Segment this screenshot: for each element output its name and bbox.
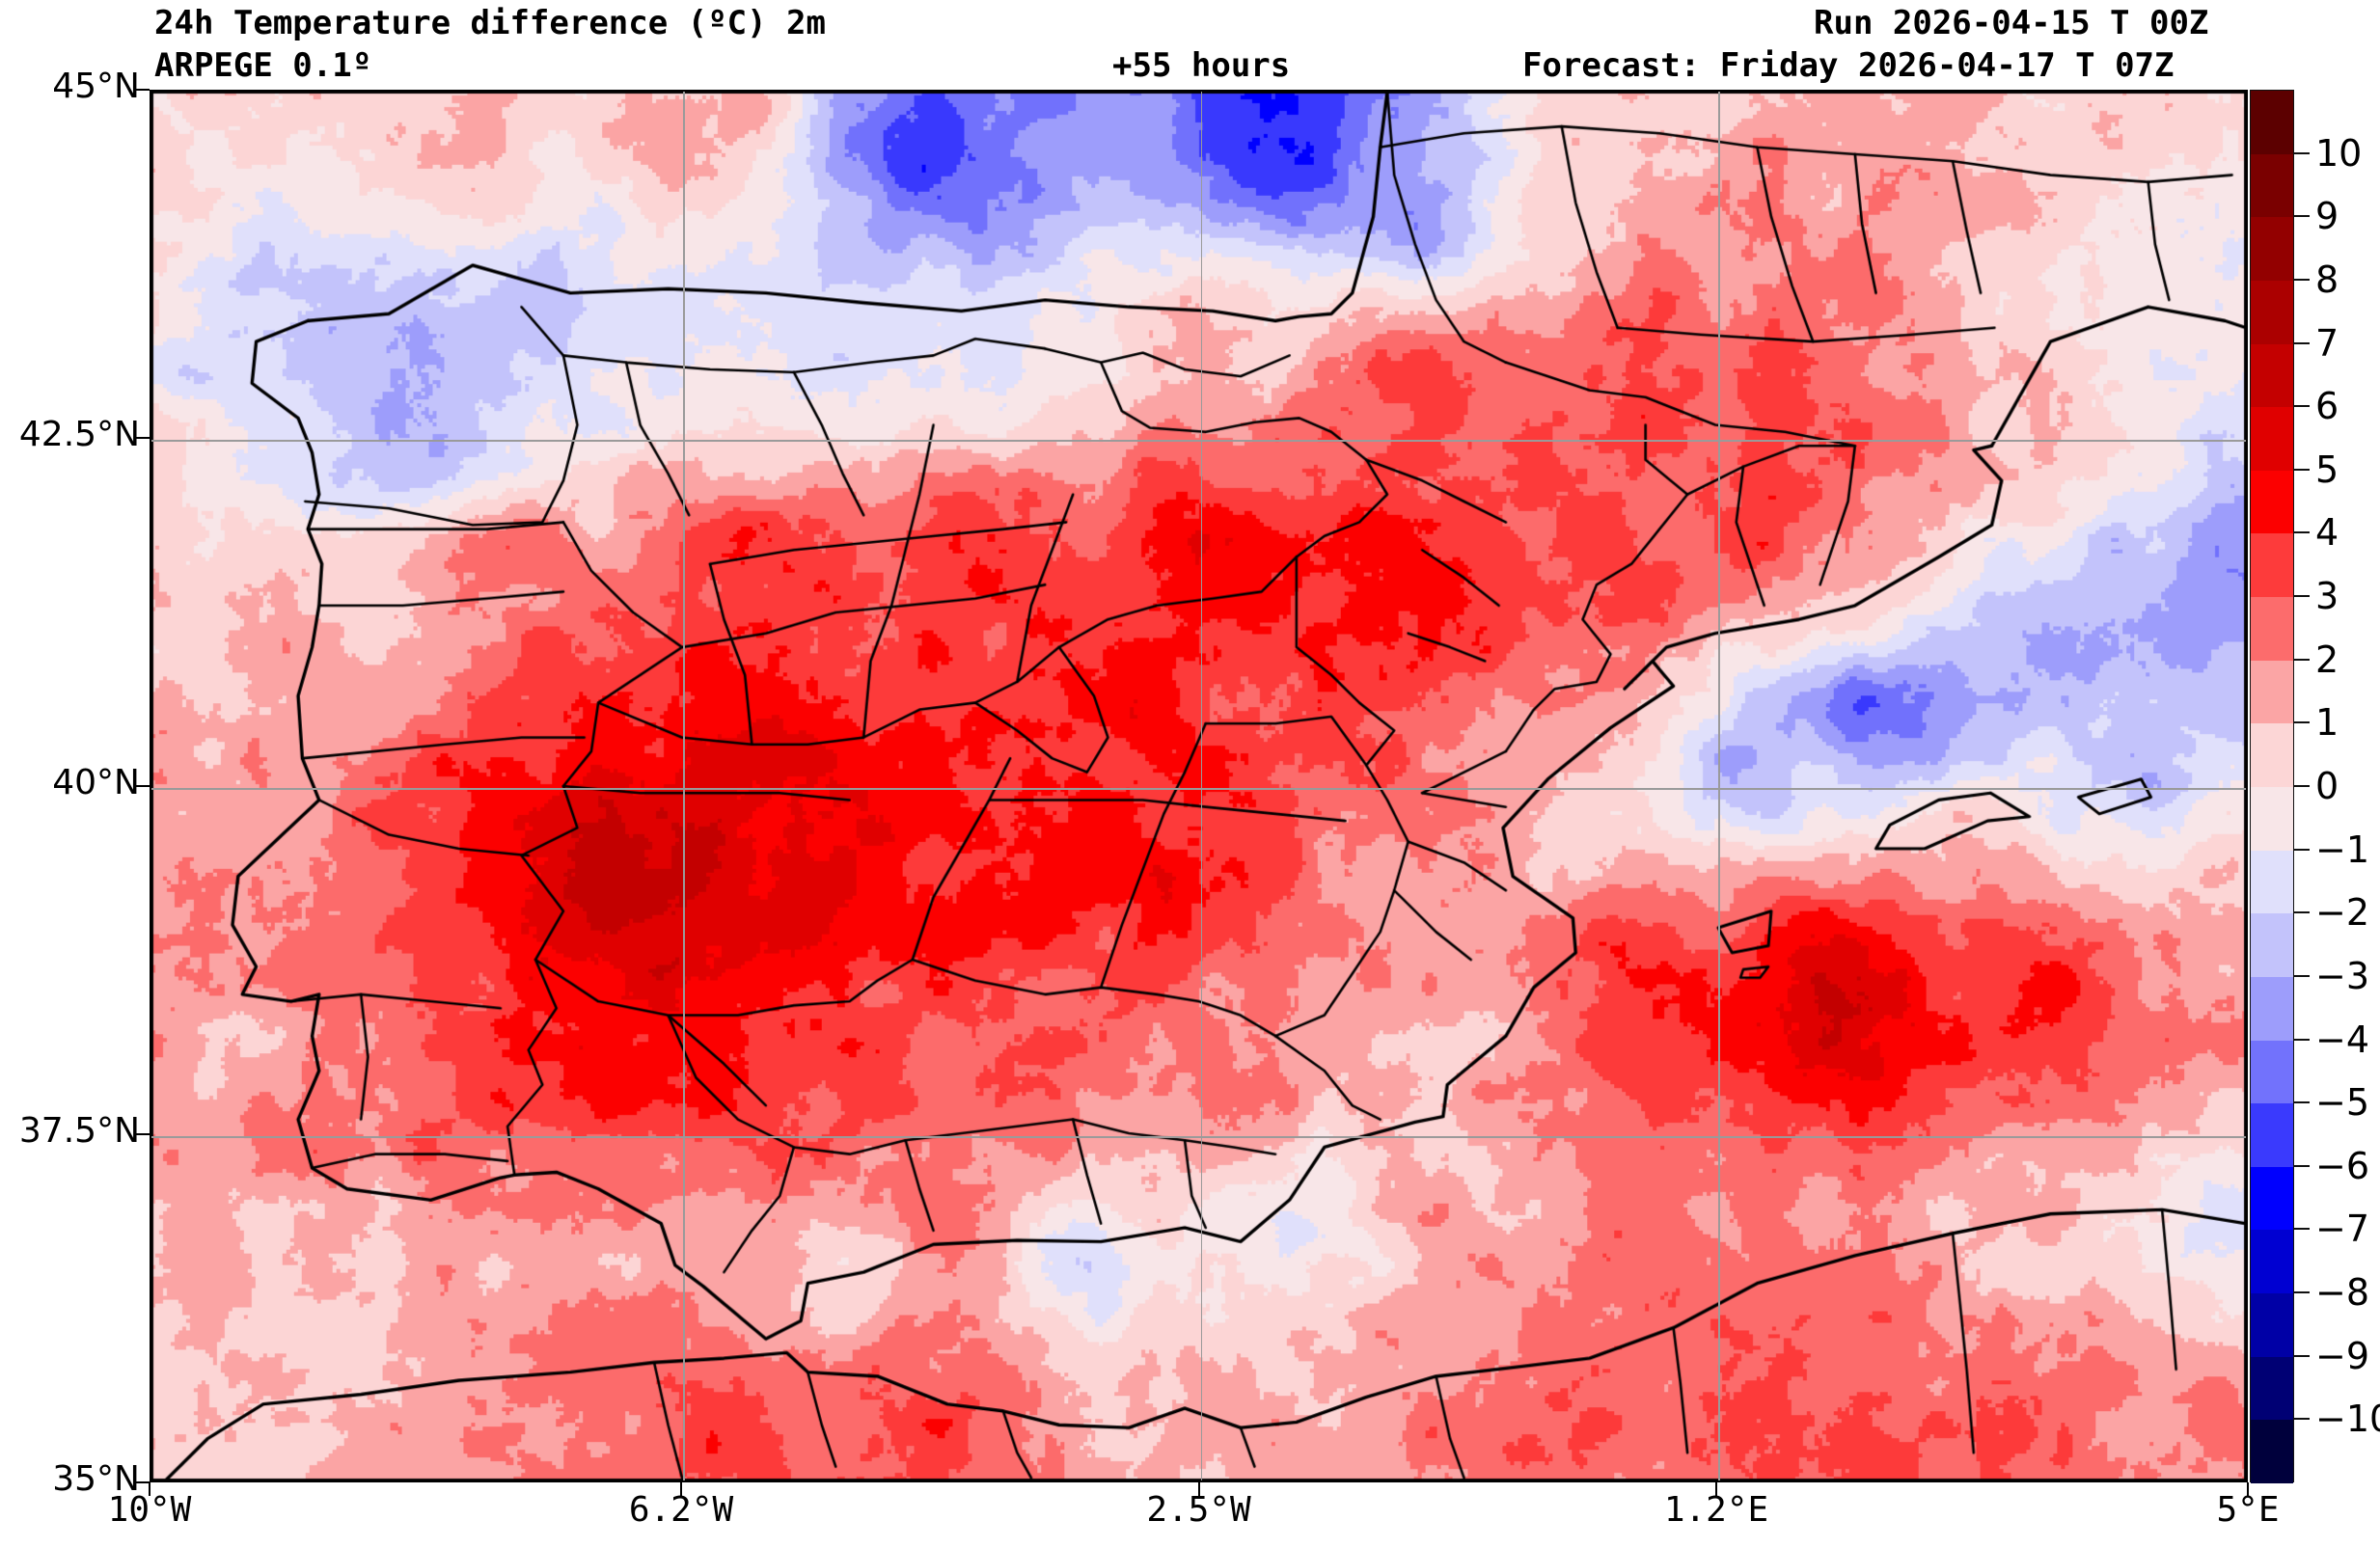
xtick-mark <box>149 1482 150 1496</box>
ytick-mark <box>136 437 150 439</box>
colorbar-tick-label: 10 <box>2315 131 2363 175</box>
colorbar-tick-label: 6 <box>2315 385 2339 428</box>
colorbar-tick-label: −9 <box>2315 1334 2370 1377</box>
colorbar-band <box>2251 660 2293 724</box>
colorbar-tick-label: −6 <box>2315 1144 2370 1187</box>
colorbar-band <box>2251 1293 2293 1357</box>
colorbar-band <box>2251 91 2293 154</box>
colorbar-tick-label: 1 <box>2315 701 2339 745</box>
page-title: 24h Temperature difference (ºC) 2m <box>154 4 826 42</box>
colorbar-tick-mark <box>2294 848 2310 851</box>
colorbar-tick-label: −7 <box>2315 1208 2370 1251</box>
colorbar-tick-mark <box>2294 1164 2310 1167</box>
ytick-mark <box>136 89 150 91</box>
colorbar-band <box>2251 1103 2293 1167</box>
xtick-label: 10°W <box>107 1490 192 1530</box>
colorbar-tick-mark <box>2294 341 2310 344</box>
colorbar-tick-mark <box>2294 911 2310 914</box>
ytick-label: 45°N <box>52 67 140 106</box>
xtick-label: 2.5°W <box>1146 1490 1251 1530</box>
colorbar-tick-label: 7 <box>2315 321 2339 365</box>
colorbar-tick-mark <box>2294 468 2310 471</box>
ytick-label: 40°N <box>52 763 140 802</box>
colorbar-tick-label: −3 <box>2315 954 2370 997</box>
colorbar-tick-mark <box>2294 658 2310 661</box>
colorbar-tick-mark <box>2294 974 2310 977</box>
xtick-mark <box>1715 1482 1717 1496</box>
colorbar-tick-mark <box>2294 785 2310 787</box>
colorbar-band <box>2251 280 2293 344</box>
ytick-mark <box>136 785 150 787</box>
xtick-label: 5°E <box>2216 1490 2280 1530</box>
header-bar: 24h Temperature difference (ºC) 2m ARPEG… <box>0 0 2380 89</box>
ytick-label: 42.5°N <box>18 415 140 454</box>
ytick-mark <box>136 1133 150 1135</box>
colorbar-tick-mark <box>2294 1038 2310 1041</box>
xtick-mark <box>1197 1482 1200 1496</box>
colorbar-tick-mark <box>2294 278 2310 281</box>
lead-time-label: +55 hours <box>1112 46 1291 85</box>
forecast-valid-label: Forecast: Friday 2026-04-17 T 07Z <box>1522 46 2175 85</box>
colorbar-tick-label: 8 <box>2315 258 2339 301</box>
colorbar-band <box>2251 153 2293 218</box>
xtick-mark <box>680 1482 682 1496</box>
colorbar-tick-label: −10 <box>2315 1398 2380 1441</box>
colorbar-tick-label: −1 <box>2315 828 2370 871</box>
colorbar-gradient <box>2251 91 2293 1483</box>
xtick-label: 6.2°W <box>628 1490 734 1530</box>
colorbar[interactable] <box>2250 90 2294 1483</box>
colorbar-band <box>2251 1356 2293 1421</box>
colorbar-band <box>2251 1230 2293 1294</box>
colorbar-band <box>2251 407 2293 471</box>
map-plot-area[interactable] <box>150 90 2248 1482</box>
colorbar-tick-mark <box>2294 1354 2310 1357</box>
ytick-label: 37.5°N <box>18 1111 140 1151</box>
colorbar-band <box>2251 343 2293 408</box>
colorbar-tick-mark <box>2294 215 2310 218</box>
colorbar-tick-label: −4 <box>2315 1018 2370 1061</box>
colorbar-tick-mark <box>2294 1418 2310 1421</box>
temperature-difference-heatmap <box>151 92 2246 1480</box>
ytick-mark <box>136 1481 150 1483</box>
colorbar-tick-label: −2 <box>2315 891 2370 935</box>
colorbar-tick-label: 2 <box>2315 638 2339 681</box>
colorbar-band <box>2251 1420 2293 1483</box>
colorbar-band <box>2251 913 2293 977</box>
colorbar-tick-mark <box>2294 1228 2310 1231</box>
colorbar-band <box>2251 850 2293 914</box>
colorbar-tick-mark <box>2294 405 2310 408</box>
colorbar-band <box>2251 217 2293 281</box>
colorbar-band <box>2251 723 2293 787</box>
colorbar-tick-mark <box>2294 595 2310 598</box>
colorbar-tick-label: −5 <box>2315 1081 2370 1125</box>
colorbar-band <box>2251 470 2293 534</box>
colorbar-band <box>2251 533 2293 598</box>
colorbar-tick-mark <box>2294 531 2310 534</box>
colorbar-tick-mark <box>2294 1291 2310 1294</box>
colorbar-tick-mark <box>2294 721 2310 724</box>
colorbar-tick-label: −8 <box>2315 1271 2370 1315</box>
colorbar-band <box>2251 597 2293 661</box>
colorbar-band <box>2251 1040 2293 1104</box>
colorbar-tick-label: 3 <box>2315 575 2339 618</box>
xtick-mark <box>2247 1482 2249 1496</box>
colorbar-band <box>2251 1166 2293 1231</box>
ytick-label: 35°N <box>52 1459 140 1499</box>
colorbar-tick-label: 5 <box>2315 448 2339 491</box>
colorbar-tick-label: 9 <box>2315 195 2339 238</box>
model-label: ARPEGE 0.1º <box>154 46 372 85</box>
colorbar-band <box>2251 787 2293 851</box>
colorbar-tick-mark <box>2294 1101 2310 1104</box>
colorbar-band <box>2251 976 2293 1041</box>
colorbar-tick-label: 0 <box>2315 765 2339 807</box>
xtick-label: 1.2°E <box>1663 1490 1769 1530</box>
colorbar-tick-mark <box>2294 151 2310 154</box>
colorbar-tick-label: 4 <box>2315 511 2339 555</box>
run-timestamp-label: Run 2026-04-15 T 00Z <box>1814 4 2209 42</box>
